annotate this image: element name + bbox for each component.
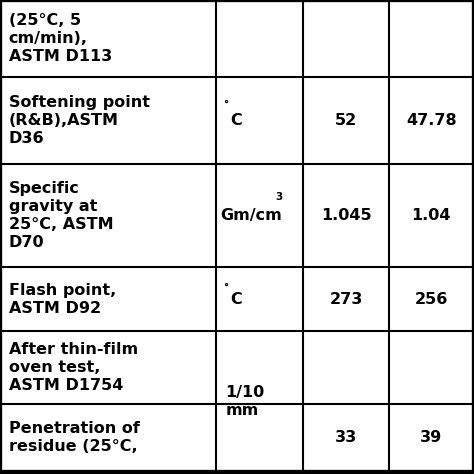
Text: After thin-film
oven test,
ASTM D1754: After thin-film oven test, ASTM D1754 xyxy=(9,342,137,393)
Text: °: ° xyxy=(223,100,228,110)
Text: 39: 39 xyxy=(420,430,442,445)
Text: 47.78: 47.78 xyxy=(406,113,456,128)
Text: Softening point
(R&B),ASTM
D36: Softening point (R&B),ASTM D36 xyxy=(9,95,149,146)
Text: Penetration of
residue (25°C,: Penetration of residue (25°C, xyxy=(9,421,139,454)
Text: C: C xyxy=(230,113,242,128)
Text: °: ° xyxy=(223,283,228,293)
Text: C: C xyxy=(230,292,242,307)
Text: 1.04: 1.04 xyxy=(411,209,451,223)
Text: 33: 33 xyxy=(335,430,357,445)
Text: Flash point,
ASTM D92: Flash point, ASTM D92 xyxy=(9,283,116,316)
Text: Specific
gravity at
25°C, ASTM
D70: Specific gravity at 25°C, ASTM D70 xyxy=(9,182,113,250)
Text: 256: 256 xyxy=(415,292,448,307)
Text: 1/10
mm: 1/10 mm xyxy=(225,385,264,418)
Text: 52: 52 xyxy=(335,113,357,128)
Text: 1.045: 1.045 xyxy=(321,209,371,223)
Text: 3: 3 xyxy=(275,192,282,202)
Text: (25°C, 5
cm/min),
ASTM D113: (25°C, 5 cm/min), ASTM D113 xyxy=(9,13,112,64)
Text: Gm/cm: Gm/cm xyxy=(220,209,282,223)
Text: 273: 273 xyxy=(329,292,363,307)
